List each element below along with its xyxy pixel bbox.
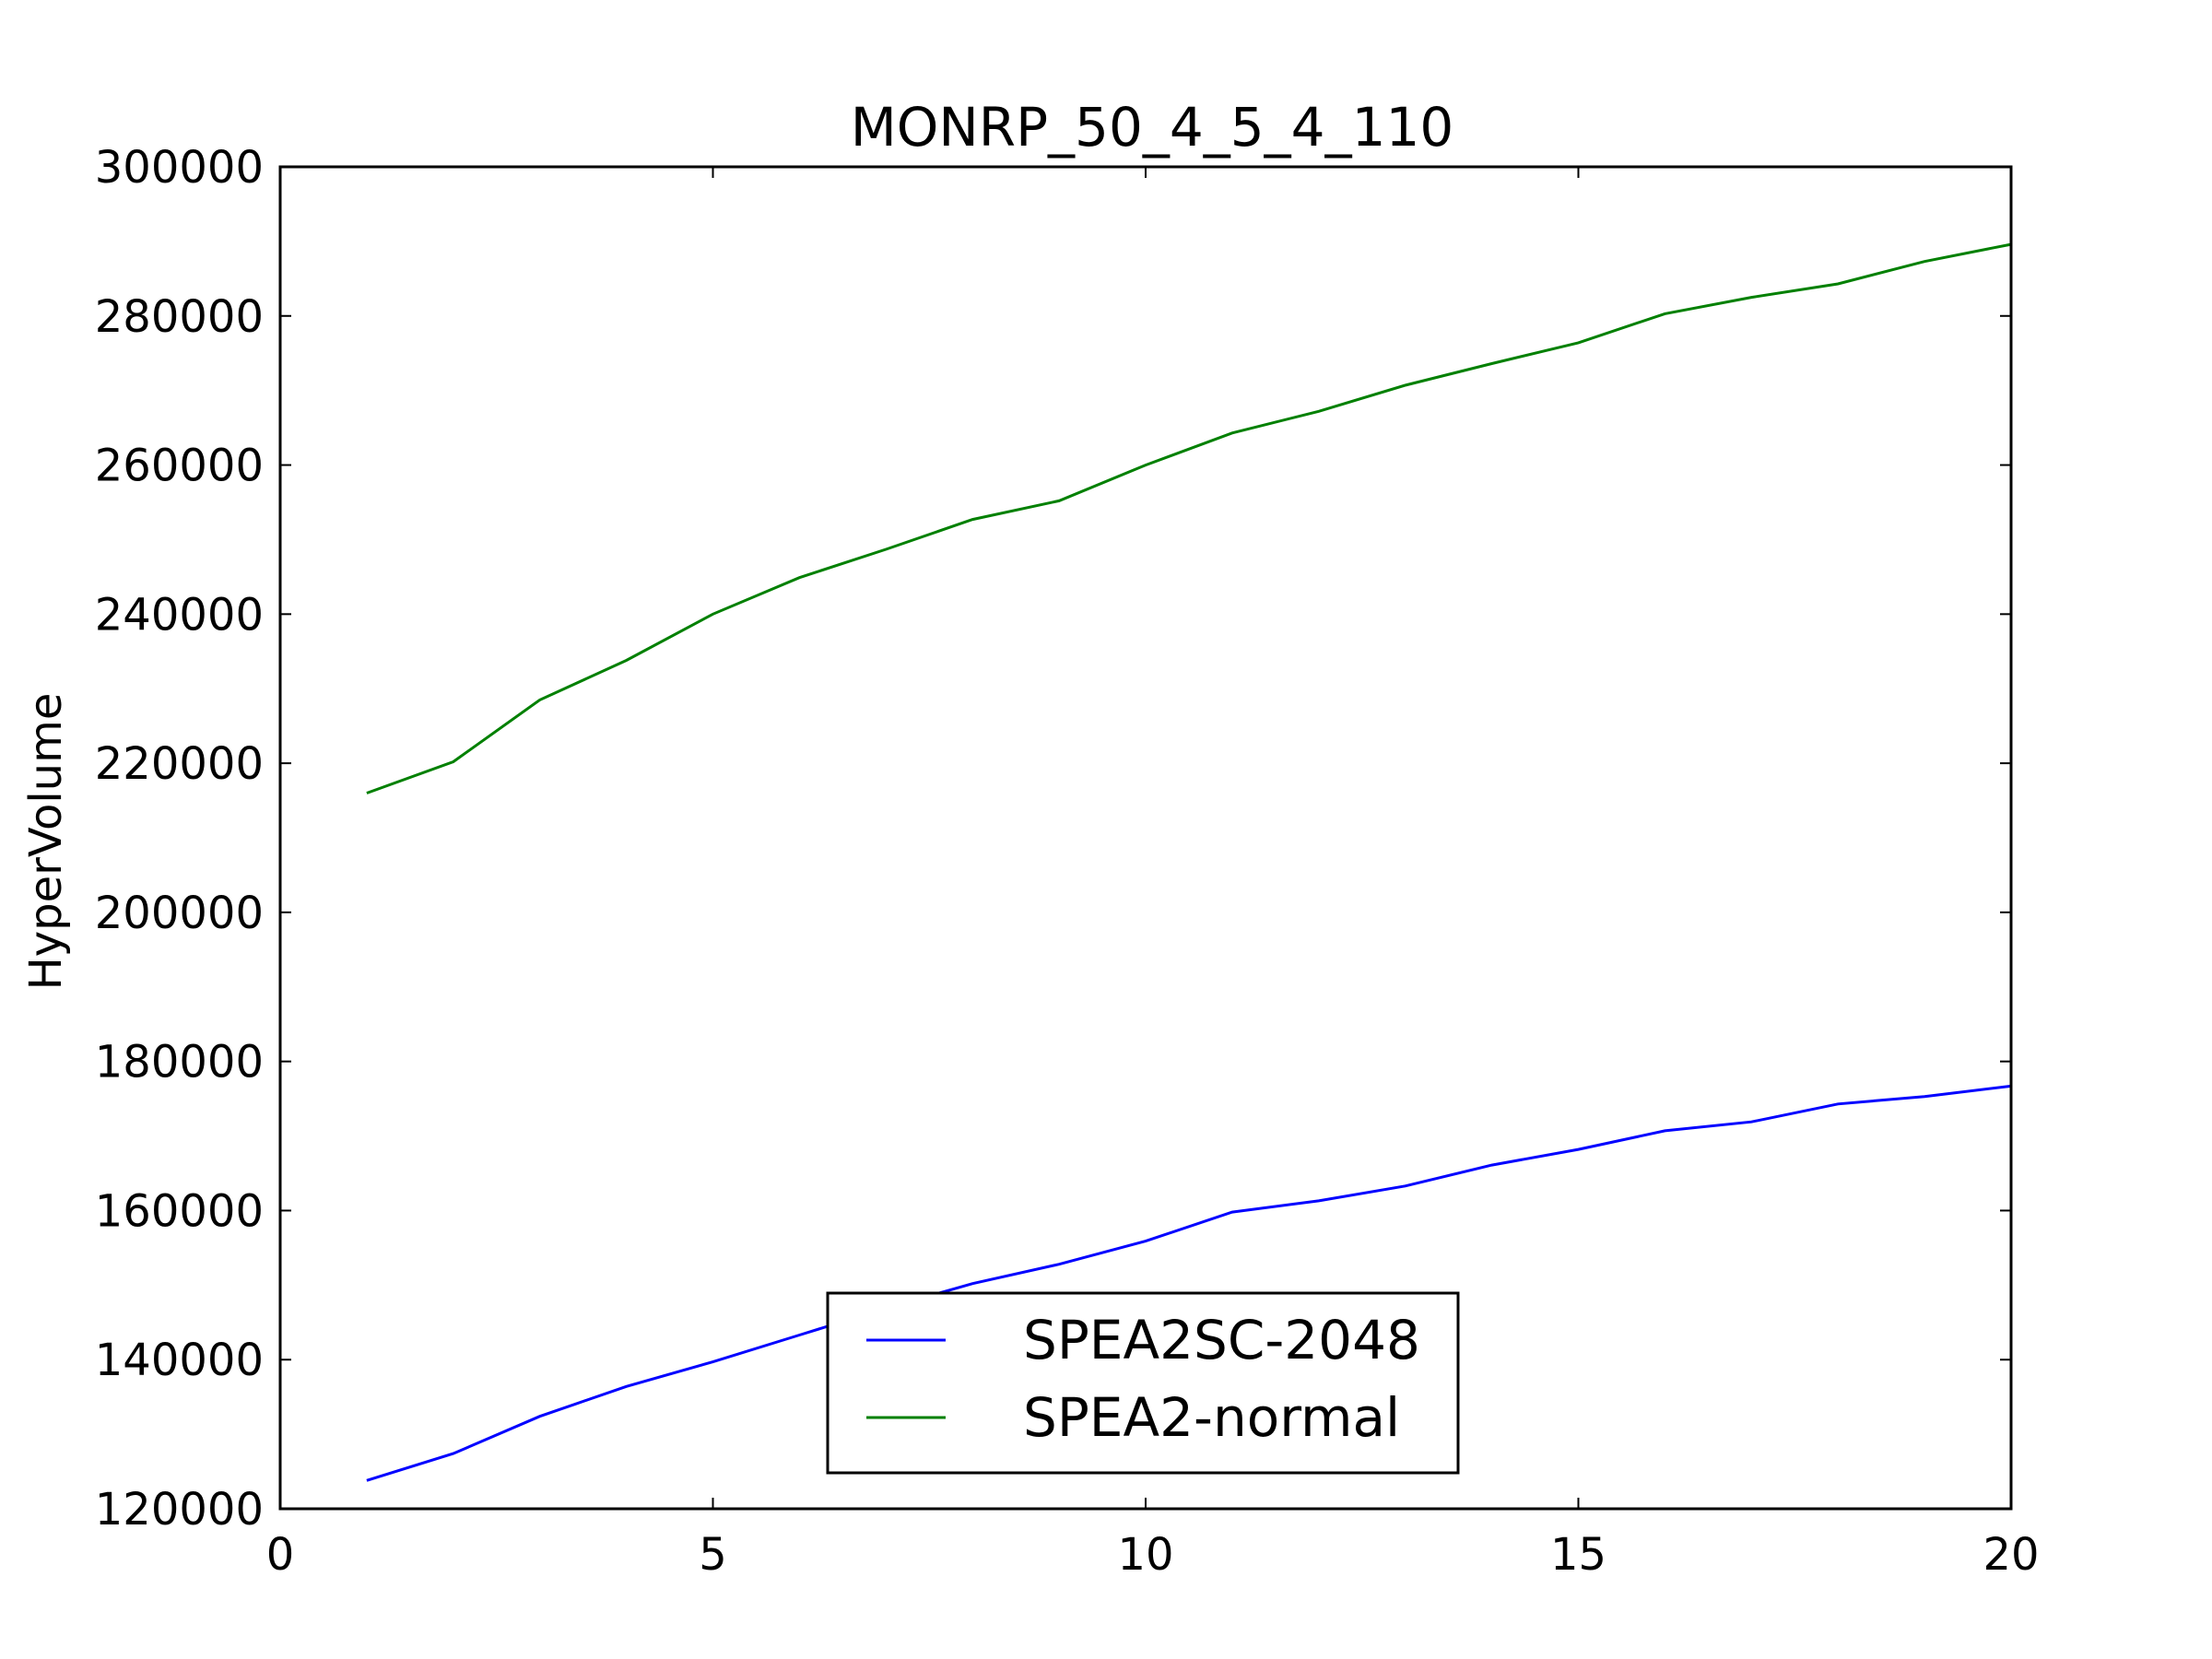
chart-title: MONRP_50_4_5_4_110 [851, 96, 1454, 159]
y-tick-label: 160000 [95, 1185, 264, 1237]
y-tick-label: 300000 [95, 142, 264, 194]
y-tick-label: 280000 [95, 291, 264, 343]
y-tick-label: 120000 [95, 1484, 264, 1535]
axis-ticks: 0 5 10 15 20 120000 140000 160000 180000 200000 22… [95, 142, 2040, 1581]
legend-box [826, 1291, 1460, 1475]
y-tick-label: 240000 [95, 589, 264, 641]
legend-label-0: SPEA2SC-2048 [1023, 1309, 1420, 1371]
y-tick-label: 180000 [95, 1037, 264, 1088]
y-tick-label: 200000 [95, 888, 264, 939]
legend: SPEA2SC-2048 SPEA2-normal [826, 1291, 1460, 1475]
x-tick-label: 20 [1983, 1529, 2039, 1581]
y-axis-label: HyperVolume [20, 693, 72, 991]
x-tick-label: 10 [1117, 1529, 1173, 1581]
y-tick-label: 220000 [95, 738, 264, 790]
series-line-0 [366, 1084, 2012, 1482]
y-tick-label: 260000 [95, 441, 264, 492]
x-tick-label: 15 [1550, 1529, 1606, 1581]
x-tick-label: 0 [266, 1529, 295, 1581]
series-line-1 [366, 242, 2012, 794]
y-tick-label: 140000 [95, 1335, 264, 1386]
legend-label-1: SPEA2-normal [1023, 1386, 1400, 1449]
x-tick-label: 5 [699, 1529, 727, 1581]
